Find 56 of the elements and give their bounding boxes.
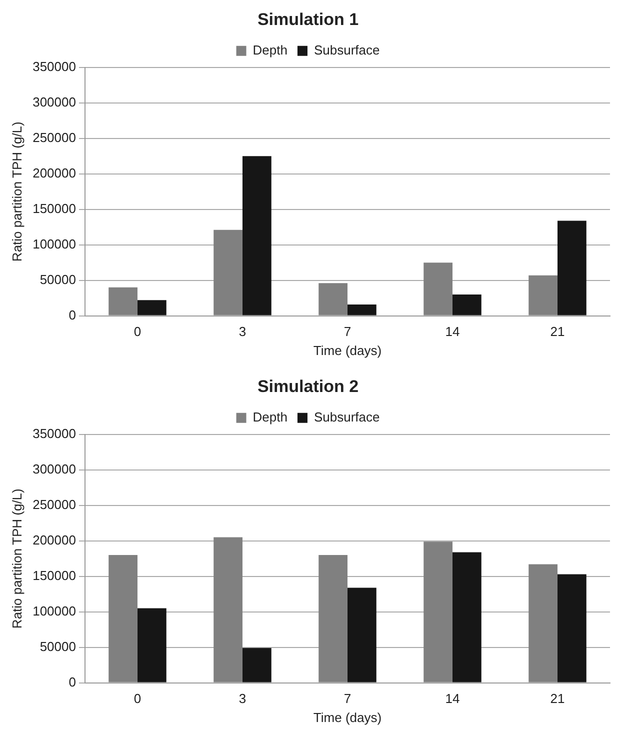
bar — [242, 156, 272, 316]
y-axis-title: Ratio partition TPH (g/L) — [9, 488, 24, 629]
chart-title: Simulation 1 — [257, 10, 359, 29]
y-axis-title: Ratio partition TPH (g/L) — [9, 122, 24, 262]
y-tick-label: 250000 — [32, 130, 76, 145]
y-tick-label: 0 — [68, 307, 76, 322]
x-axis-title: Time (days) — [313, 342, 382, 358]
bar — [528, 564, 558, 682]
bar — [242, 648, 272, 682]
legend-label: Subsurface — [314, 42, 380, 58]
bar — [214, 537, 242, 682]
y-tick-label: 50000 — [40, 272, 76, 287]
bar — [214, 230, 242, 316]
bar — [424, 262, 452, 316]
bar — [108, 555, 138, 682]
x-tick-label: 14 — [445, 691, 460, 706]
bar — [424, 542, 452, 682]
x-tick-label: 3 — [238, 324, 246, 340]
y-tick-label: 0 — [68, 674, 76, 690]
x-tick-label: 3 — [238, 691, 246, 706]
x-tick-label: 0 — [134, 691, 142, 706]
x-tick-label: 21 — [550, 324, 565, 340]
y-tick-label: 200000 — [32, 165, 76, 180]
y-tick-label: 200000 — [32, 532, 76, 548]
bar — [528, 275, 558, 316]
x-tick-label: 21 — [550, 691, 565, 706]
y-tick-label: 250000 — [32, 496, 76, 512]
bar — [137, 300, 166, 316]
y-tick-label: 100000 — [32, 603, 76, 618]
y-tick-label: 350000 — [32, 426, 76, 441]
x-axis-title: Time (days) — [313, 710, 382, 725]
x-tick-label: 7 — [344, 691, 352, 706]
y-tick-label: 350000 — [32, 58, 76, 74]
bar — [558, 574, 586, 682]
bar — [452, 552, 482, 682]
bar — [558, 220, 586, 316]
x-tick-label: 0 — [134, 324, 142, 340]
x-tick-label: 7 — [344, 324, 352, 340]
legend-label: Subsurface — [314, 409, 380, 424]
y-tick-label: 150000 — [32, 568, 76, 583]
bar — [108, 287, 138, 316]
chart-title: Simulation 2 — [257, 376, 359, 396]
y-tick-label: 50000 — [40, 638, 76, 654]
bar — [318, 555, 348, 682]
y-tick-label: 300000 — [32, 461, 76, 476]
legend-label: Depth — [252, 409, 288, 424]
bar — [347, 588, 376, 682]
y-tick-label: 100000 — [32, 236, 76, 252]
bar — [452, 294, 482, 316]
y-tick-label: 150000 — [32, 200, 76, 216]
legend-label: Depth — [252, 42, 288, 58]
bar — [347, 304, 376, 316]
x-tick-label: 14 — [445, 324, 460, 340]
bar — [318, 283, 348, 316]
bar — [137, 608, 166, 682]
y-tick-label: 300000 — [32, 94, 76, 110]
